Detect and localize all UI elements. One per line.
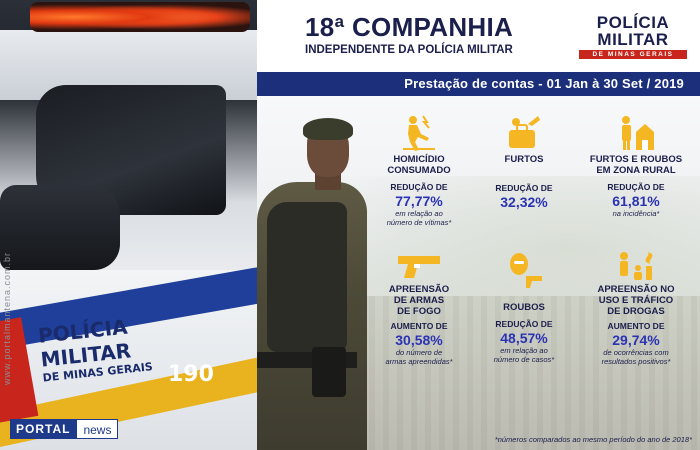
car-number: 190 (168, 362, 214, 387)
rural-icon (622, 116, 654, 150)
logo-line3: DE MINAS GERAIS (579, 50, 687, 59)
stat-value: 61,81% (612, 193, 660, 209)
car-door-text: POLÍCIA MILITAR DE MINAS GERAIS (37, 312, 153, 385)
stat-drugs: APREENSÃO NO USO E TRÁFICO DE DROGAS AUM… (575, 250, 697, 366)
stat-value: 48,57% (500, 330, 548, 346)
police-car-photo: POLÍCIA MILITAR DE MINAS GERAIS 190 www.… (0, 0, 257, 450)
homicide-icon (403, 115, 435, 151)
news-label: news (76, 419, 119, 439)
pmmg-logo: POLÍCIA MILITAR DE MINAS GERAIS (579, 14, 687, 59)
stat-robbery: ROUBOS REDUÇÃO DE 48,57% em relação ao n… (479, 250, 569, 364)
car-mirror (0, 185, 120, 270)
stat-note: em relação ao número de vítimas* (386, 209, 452, 227)
page-title: 18ª COMPANHIA (305, 12, 514, 42)
stat-rural: FURTOS E ROUBOS EM ZONA RURAL REDUÇÃO DE… (575, 112, 697, 218)
stat-value: 77,77% (395, 193, 443, 209)
stat-value: 32,32% (500, 194, 548, 210)
portal-label: PORTAL (10, 419, 77, 439)
robbery-icon (510, 253, 542, 288)
site-watermark: www.portalmantena.com.br (2, 251, 12, 385)
theft-icon (509, 116, 540, 148)
stat-firearms: APREENSÃO DE ARMAS DE FOGO AUMENTO DE 30… (369, 250, 469, 366)
siren-lights (30, 2, 250, 32)
drugs-icon (620, 252, 653, 280)
footnote: *números comparados ao mesmo período do … (494, 435, 692, 444)
stat-value: 29,74% (612, 332, 660, 348)
soldier-figure (257, 112, 367, 450)
report-banner: Prestação de contas - 01 Jan à 30 Set / … (257, 72, 700, 96)
logo-line2: MILITAR (597, 30, 669, 49)
stat-label: HOMICÍDIO CONSUMADO (387, 154, 451, 176)
infographic: 18ª COMPANHIA INDEPENDENTE DA POLÍCIA MI… (257, 0, 700, 450)
portal-news-logo: PORTAL news (10, 419, 119, 439)
gun-icon (398, 256, 440, 278)
logo-line1: POLÍCIA (596, 13, 670, 32)
stat-thefts: FURTOS REDUÇÃO DE 32,32% (479, 112, 569, 210)
header: 18ª COMPANHIA INDEPENDENTE DA POLÍCIA MI… (257, 0, 700, 72)
page-subtitle: INDEPENDENTE DA POLÍCIA MILITAR (305, 44, 513, 56)
stat-value: 30,58% (395, 332, 443, 348)
stat-homicide: HOMICÍDIO CONSUMADO REDUÇÃO DE 77,77% em… (369, 112, 469, 227)
